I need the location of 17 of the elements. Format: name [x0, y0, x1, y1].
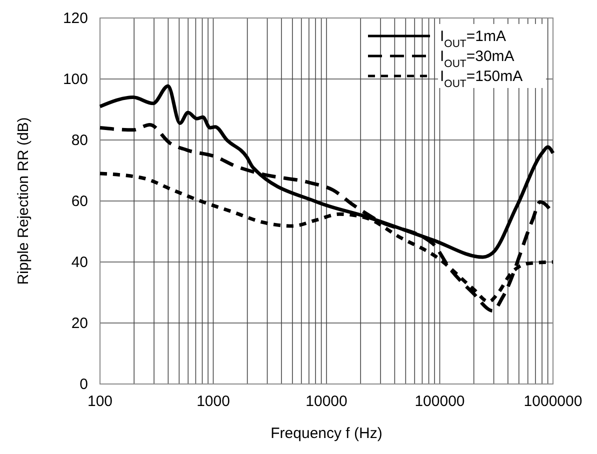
y-tick-label: 80 [71, 132, 88, 149]
y-axis-title: Ripple Rejection RR (dB) [15, 117, 32, 285]
x-tick-label: 1000 [196, 393, 230, 410]
legend-label: I$_{OUT}$=1mA [440, 28, 506, 50]
y-tick-label: 0 [80, 376, 88, 393]
x-tick-label: 1000000 [524, 393, 582, 410]
x-tick-label: 10000 [306, 393, 348, 410]
y-tick-label: 100 [62, 71, 88, 88]
x-axis-title: Frequency f (Hz) [270, 425, 382, 442]
y-tick-label: 120 [62, 10, 88, 27]
legend-label: I$_{OUT}$=150mA [440, 68, 523, 90]
x-tick-label: 100000 [414, 393, 465, 410]
y-tick-label: 40 [71, 254, 88, 271]
legend-label: I$_{OUT}$=30mA [440, 48, 514, 70]
y-tick-label: 60 [71, 193, 88, 210]
y-tick-label: 20 [71, 315, 88, 332]
x-tick-label: 100 [87, 393, 113, 410]
